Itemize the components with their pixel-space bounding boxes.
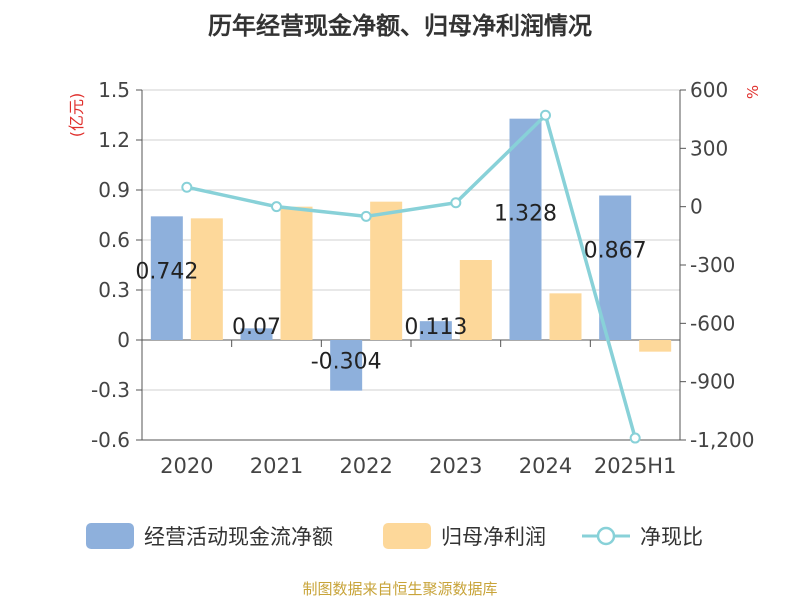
category-label: 2025H1 [594,454,677,478]
bar-cashflow [599,195,632,340]
bar-cashflow [330,340,363,391]
category-label: 2020 [160,454,213,478]
bar-cashflow [419,321,452,340]
category-label: 2024 [519,454,572,478]
line-cash-ratio [186,111,637,439]
bar-cashflow [150,216,183,340]
legend-label-net-profit: 归母净利润 [441,525,546,549]
bar-data-label: 1.328 [494,202,557,227]
legend-swatch-net-profit [383,523,431,549]
bar-net-profit [370,201,403,340]
left-tick-label: 1.5 [98,78,130,102]
chart-canvas: 1.5 1.2 0.9 0.6 0.3 0 -0.3 -0.6 600 300 0 -300 -600 -… [67,78,762,478]
bar-data-label: 0.07 [232,315,281,340]
bar-cashflow [509,118,542,341]
legend-item-net-profit[interactable]: 归母净利润 [383,518,546,554]
legend-item-cashflow[interactable]: 经营活动现金流净额 [86,518,333,554]
line-point [360,210,372,222]
left-tick-label: 1.2 [98,128,130,152]
line-point [450,197,462,209]
legend: 经营活动现金流净额 归母净利润 净现比 [0,518,800,554]
left-axis-unit: (亿元) [67,93,86,138]
left-tick-label: -0.6 [91,428,130,452]
chart-title: 历年经营现金净额、归母净利润情况 [208,12,592,40]
legend-line-marker-icon [582,526,630,546]
legend-swatch-cashflow [86,523,134,549]
right-tick-label: -900 [690,370,735,394]
left-tick-label: -0.3 [91,378,130,402]
right-tick-label: 300 [690,136,728,160]
category-label: 2023 [429,454,482,478]
bar-net-profit [549,293,582,340]
bar-net-profit [459,260,492,340]
right-tick-label: 0 [690,195,703,219]
bar-data-label: 0.113 [404,315,467,340]
right-axis-unit: % [744,85,762,99]
source-note: 制图数据来自恒生聚源数据库 [302,580,498,598]
legend-label-cashflow: 经营活动现金流净额 [144,525,333,549]
left-tick-label: 0.3 [98,278,130,302]
bar-cashflow [240,328,273,340]
left-tick-label: 0.6 [98,228,130,252]
line-point [540,109,551,121]
bar-data-label: 0.742 [135,259,198,284]
right-tick-label: -600 [690,311,735,335]
bar-data-label: -0.304 [311,350,382,375]
bar-net-profit [190,218,223,340]
left-tick-label: 0.9 [98,178,130,202]
line-point [629,432,641,444]
right-tick-label: -300 [690,253,735,277]
line-point [271,201,282,213]
category-label: 2022 [339,454,392,478]
bar-net-profit [639,340,672,352]
line-point [181,181,193,193]
right-tick-label: 600 [690,78,728,102]
legend-label-cash-ratio: 净现比 [640,525,703,549]
left-tick-label: 0 [117,328,130,352]
legend-item-cash-ratio[interactable]: 净现比 [582,518,703,554]
category-label: 2021 [250,454,303,478]
bar-net-profit [280,206,313,340]
bar-data-label: 0.867 [584,239,647,264]
right-tick-label: -1,200 [690,428,754,452]
